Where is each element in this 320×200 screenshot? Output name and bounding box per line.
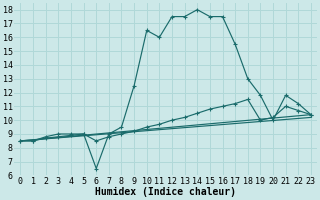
- X-axis label: Humidex (Indice chaleur): Humidex (Indice chaleur): [95, 187, 236, 197]
